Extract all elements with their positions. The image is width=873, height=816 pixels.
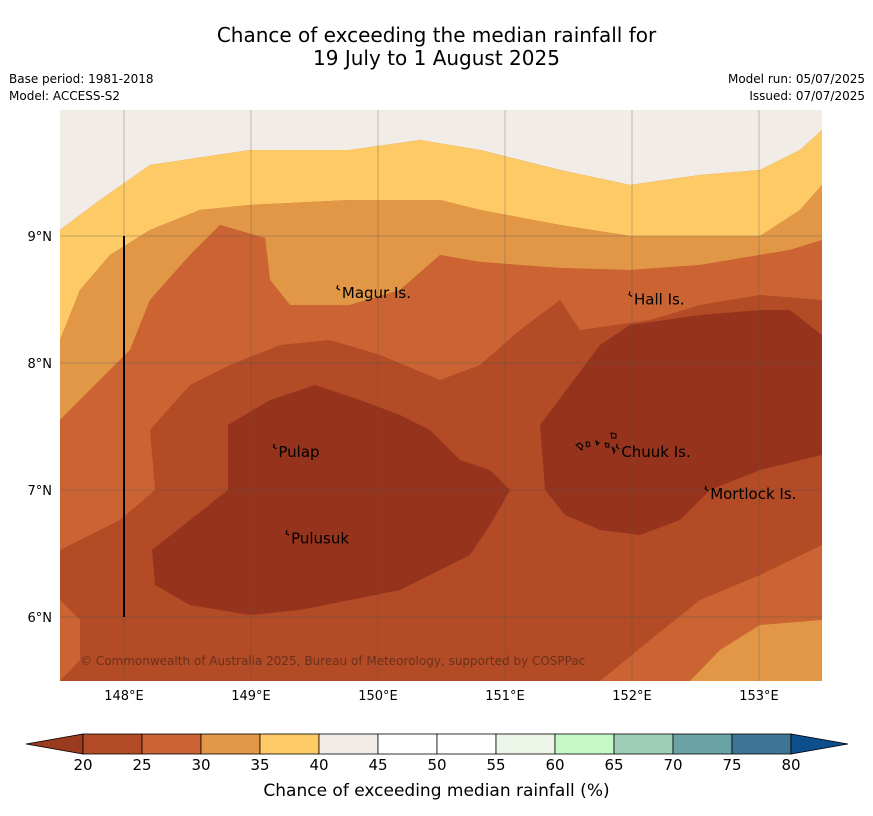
colorbar-swatch	[318, 733, 379, 755]
colorbar-swatch	[200, 733, 261, 755]
colorbar-swatch	[259, 733, 320, 755]
place-labels: Magur Is. Hall Is. Pulap Chuuk Is. Mortlock …	[278, 284, 796, 547]
contour-below-20-east	[540, 310, 822, 535]
colorbar-swatch	[377, 733, 438, 755]
colorbar-swatch	[141, 733, 202, 755]
place-label: Magur Is.	[342, 284, 411, 302]
lon-tick-label: 149°E	[231, 689, 271, 704]
contour-40-45	[60, 110, 822, 230]
title-line-1: Chance of exceeding the median rainfall …	[216, 23, 657, 47]
lon-tick-label: 150°E	[358, 689, 398, 704]
chuuk-islands	[575, 432, 617, 455]
colorbar-tick-label: 60	[545, 756, 565, 774]
place-label: Pulap	[278, 443, 319, 461]
colorbar-tick-label: 30	[191, 756, 211, 774]
colorbar-tick-label: 50	[427, 756, 447, 774]
colorbar-tick-label: 40	[309, 756, 329, 774]
island-marker	[272, 443, 277, 450]
lon-tick-label: 151°E	[485, 689, 525, 704]
colorbar-under-arrow	[25, 733, 84, 755]
contour-35-40	[60, 130, 822, 340]
colorbar-over-arrow	[790, 733, 849, 755]
place-label: Pulusuk	[291, 529, 349, 547]
lon-tick-label: 152°E	[612, 689, 652, 704]
place-label: Hall Is.	[634, 291, 685, 309]
island-marker	[628, 291, 633, 297]
island-marker	[336, 284, 341, 291]
base-period: Base period: 1981-2018	[9, 72, 154, 86]
colorbar-swatch	[731, 733, 792, 755]
contour-30-35-southeast	[690, 620, 822, 681]
model-run: Model run: 05/07/2025	[727, 72, 865, 86]
chuuk-lagoon-outline	[575, 432, 617, 455]
lon-tick-label: 148°E	[104, 689, 144, 704]
colorbar-swatch	[82, 733, 143, 755]
colorbar-tick-label: 35	[250, 756, 270, 774]
lat-tick-label: 7°N	[28, 484, 53, 499]
contour-25-30-southwest	[60, 600, 80, 681]
colorbar-swatch	[436, 733, 497, 755]
island-marker	[615, 443, 620, 450]
lon-tick-label: 153°E	[739, 689, 779, 704]
lat-tick-label: 6°N	[28, 611, 53, 626]
colorbar-tick-label: 25	[132, 756, 152, 774]
latitude-labels: 9°N 8°N 7°N 6°N	[28, 230, 53, 626]
island-marker	[285, 530, 290, 536]
place-label: Mortlock Is.	[710, 485, 796, 503]
colorbar-tick-label: 65	[604, 756, 624, 774]
colorbar-tick-label: 75	[722, 756, 742, 774]
issued-date: Issued: 07/07/2025	[749, 89, 865, 103]
lat-tick-label: 8°N	[28, 357, 53, 372]
colorbar-swatch	[495, 733, 556, 755]
longitude-labels: 148°E 149°E 150°E 151°E 152°E 153°E	[104, 689, 779, 704]
colorbar-title: Chance of exceeding median rainfall (%)	[263, 781, 610, 801]
contour-25-30	[60, 225, 822, 550]
colorbar-tick-label: 45	[368, 756, 388, 774]
colorbar	[25, 733, 849, 755]
colorbar-tick-label: 70	[663, 756, 683, 774]
colorbar-swatch	[613, 733, 674, 755]
contour-30-35	[60, 185, 822, 420]
colorbar-tick-label: 55	[486, 756, 506, 774]
lat-tick-label: 9°N	[28, 230, 53, 245]
island-marker	[704, 485, 709, 492]
rainfall-contours	[60, 110, 822, 681]
colorbar-swatch	[672, 733, 733, 755]
model-name: Model: ACCESS-S2	[9, 89, 121, 103]
colorbar-swatch	[554, 733, 615, 755]
island-marks	[272, 284, 709, 536]
contour-below-20-west	[152, 385, 510, 615]
colorbar-tick-label: 20	[73, 756, 93, 774]
title-line-2: 19 July to 1 August 2025	[313, 46, 560, 70]
copyright-text: © Commonwealth of Australia 2025, Bureau…	[80, 654, 585, 668]
place-label: Chuuk Is.	[621, 443, 690, 461]
colorbar-tick-label: 80	[781, 756, 801, 774]
